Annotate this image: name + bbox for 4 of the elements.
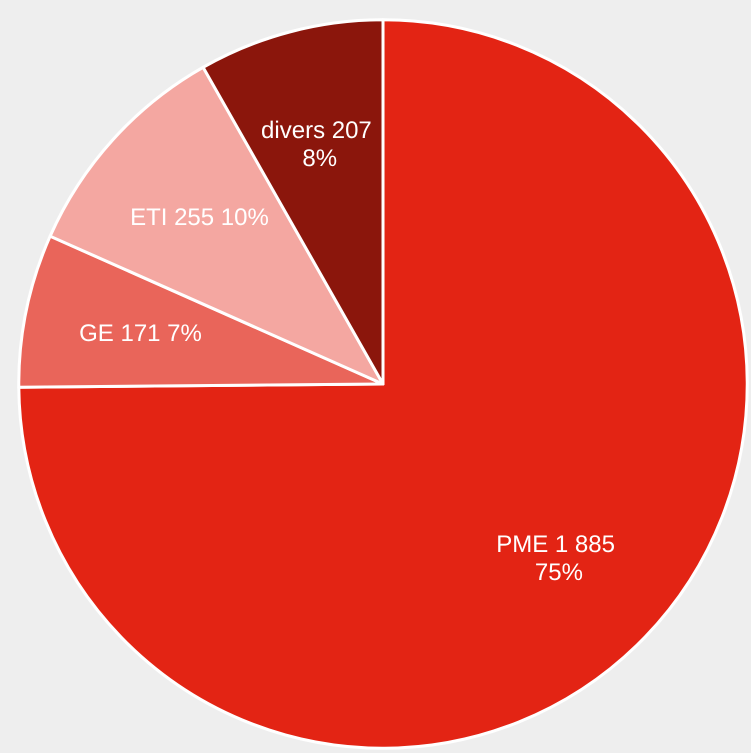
slice-label: GE 171 7% [79, 320, 202, 348]
slice-label: divers 207 8% [261, 117, 378, 172]
slice-label: ETI 255 10% [130, 204, 269, 232]
slice-label: PME 1 885 75% [496, 530, 622, 586]
